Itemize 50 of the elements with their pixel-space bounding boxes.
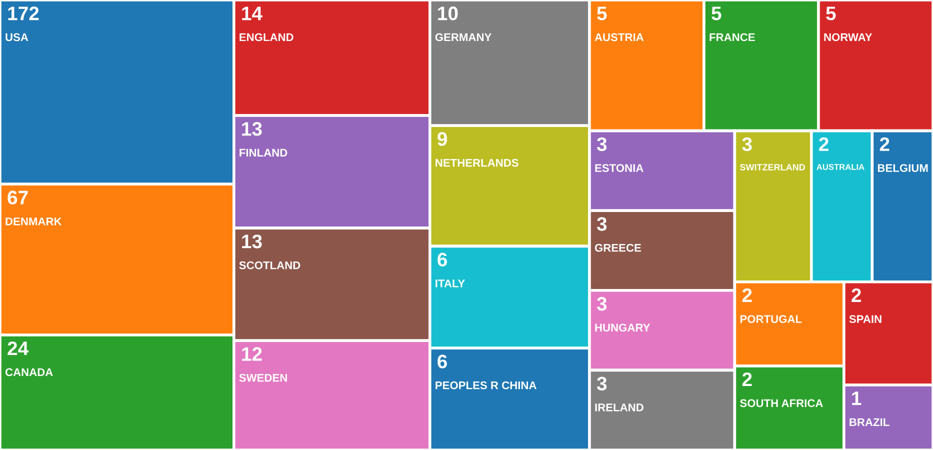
data-label: 2 xyxy=(852,288,861,302)
category-label: NORWAY xyxy=(824,33,872,42)
category-label: PEOPLES R CHINA xyxy=(436,381,536,390)
category-label: CANADA xyxy=(5,368,53,376)
category-label: ESTONIA xyxy=(595,164,644,172)
category-label: GERMANY xyxy=(435,33,492,42)
data-label: 13 xyxy=(242,122,262,136)
data-label: 12 xyxy=(242,347,262,361)
data-label: 172 xyxy=(8,6,39,20)
data-label: 3 xyxy=(596,217,607,231)
category-label: USA xyxy=(6,33,28,42)
category-label: SCOTLAND xyxy=(239,261,300,270)
data-label: 13 xyxy=(242,234,262,248)
category-label: IRELAND xyxy=(595,404,644,412)
data-label: 2 xyxy=(742,372,752,386)
data-label: 10 xyxy=(438,6,458,20)
data-label: 67 xyxy=(8,190,28,204)
category-label: AUSTRALIA xyxy=(816,164,864,170)
category-label: HUNGARY xyxy=(595,324,650,332)
data-label: 3 xyxy=(596,376,607,391)
category-label: BRAZIL xyxy=(850,418,890,426)
data-label: 2 xyxy=(880,137,890,151)
data-label: 24 xyxy=(8,341,29,356)
category-label: SPAIN xyxy=(849,315,882,324)
category-label: SWITZERLAND xyxy=(740,164,806,170)
category-label: GREECE xyxy=(594,244,641,252)
category-label: AUSTRIA xyxy=(594,33,644,42)
data-label: 5 xyxy=(712,6,722,20)
data-label: 6 xyxy=(438,252,447,266)
data-label: 2 xyxy=(742,288,752,302)
category-label: FRANCE xyxy=(710,33,755,42)
category-label: DENMARK xyxy=(6,218,62,226)
data-label: 6 xyxy=(438,354,447,368)
data-label: 1 xyxy=(852,392,862,406)
data-label: 14 xyxy=(242,6,262,20)
data-label: 3 xyxy=(596,137,607,152)
category-label: BELGIUM xyxy=(878,164,928,172)
category-label: PORTUGAL xyxy=(740,315,802,324)
data-label: 3 xyxy=(596,296,607,311)
category-label: FINLAND xyxy=(240,148,288,157)
category-label: NETHERLANDS xyxy=(436,158,518,167)
category-label: SOUTH AFRICA xyxy=(740,399,823,408)
category-label: SWEDEN xyxy=(239,374,287,382)
data-label: 9 xyxy=(438,132,447,146)
category-label: ITALY xyxy=(436,280,465,288)
category-label: ENGLAND xyxy=(240,33,294,42)
data-label: 5 xyxy=(597,6,607,20)
data-label: 5 xyxy=(826,6,836,20)
data-label: 2 xyxy=(819,137,828,151)
data-label: 3 xyxy=(742,137,752,152)
